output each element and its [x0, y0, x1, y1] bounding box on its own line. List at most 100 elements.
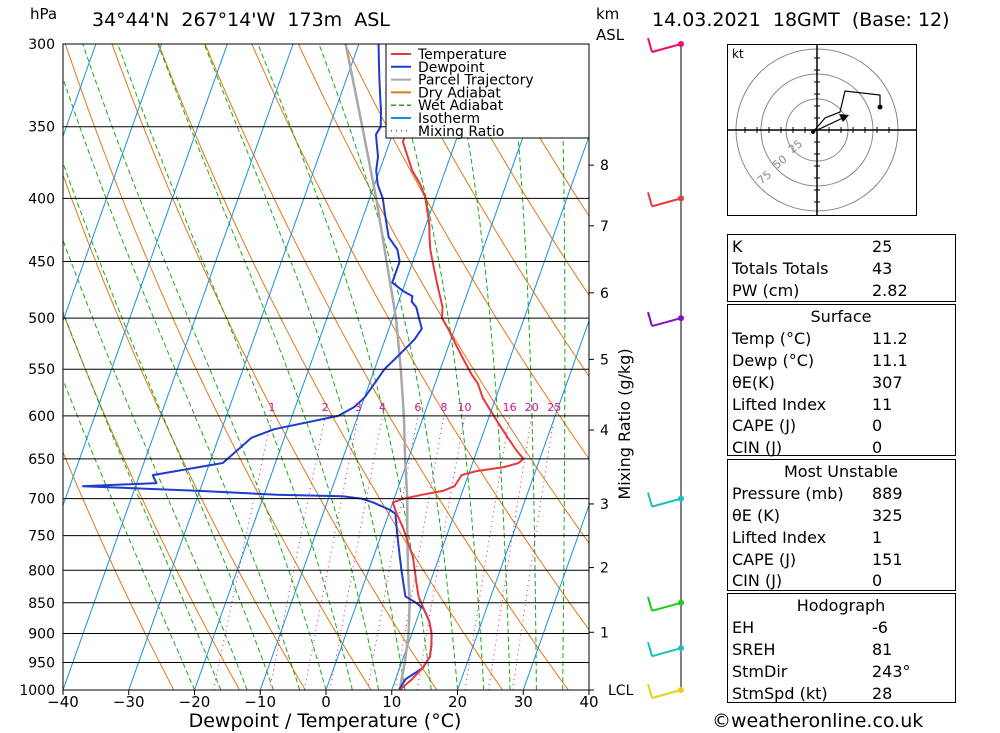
mu-row: Lifted Index 1 [732, 527, 883, 547]
parcel-trajectory-line [344, 44, 411, 690]
wind-barb-flag [647, 192, 653, 207]
x-tick-label: 30 [514, 693, 533, 711]
wet-adiabat-line [559, 44, 566, 690]
surface-row: Lifted Index 11 [732, 394, 893, 414]
wind-barb-column [647, 37, 684, 699]
wind-barb [651, 497, 682, 508]
wind-barb [651, 43, 682, 53]
legend-entry: Mixing Ratio [418, 124, 504, 140]
dry-adiabat-line [63, 173, 306, 690]
hodo-row: StmDir 243° [732, 661, 911, 681]
x-tick-label: 10 [382, 693, 401, 711]
wind-barb-flag [647, 641, 653, 657]
mixing-ratio-label: 10 [458, 401, 472, 414]
wind-barb [651, 317, 682, 328]
index-row-pw: PW (cm) 2.82 [732, 280, 908, 300]
hodo-row: EH -6 [732, 618, 888, 638]
datetime-title: 14.03.2021 18GMT (Base: 12) [652, 9, 950, 31]
isotherm-line [325, 44, 557, 690]
isotherm-line [128, 44, 360, 690]
storm-motion-vector [812, 115, 848, 133]
mu-row: CIN (J) 0 [732, 571, 883, 591]
dry-adiabat-line [63, 450, 175, 690]
pressure-tick-label: 800 [28, 563, 55, 579]
dry-adiabat-line [64, 44, 372, 690]
mixing-ratio-line [212, 415, 273, 690]
km-tick-label: 6 [600, 286, 609, 302]
wind-barb-flag [647, 596, 653, 612]
pressure-tick-label: 950 [28, 655, 55, 671]
km-tick-label: 1 [600, 625, 609, 641]
dry-adiabat-line [391, 44, 589, 378]
dry-adiabat-line [344, 44, 589, 460]
pressure-tick-label: 600 [28, 409, 55, 425]
mu-row: CAPE (J) 151 [732, 549, 903, 569]
mixing-ratio-line [303, 415, 359, 690]
mixing-ratio-label: 1 [269, 401, 276, 414]
mixing-ratio-label: 2 [322, 401, 329, 414]
pressure-tick-label: 900 [28, 626, 55, 642]
legend-box [385, 43, 590, 139]
x-tick-label: 40 [579, 693, 598, 711]
mu-row: Pressure (mb) 889 [732, 484, 903, 504]
wind-barb [651, 601, 682, 612]
pressure-unit-label: hPa [30, 5, 58, 23]
pressure-tick-label: 700 [28, 492, 55, 508]
wind-barb-flag [647, 37, 653, 53]
wet-adiabat-line [508, 44, 537, 690]
indices-top-box: K 25 Totals Totals 43 PW (cm) 2.82 [727, 234, 956, 302]
km-tick-label: 3 [600, 497, 609, 513]
surface-title: Surface [810, 307, 872, 327]
mixing-ratio-label: 8 [440, 401, 447, 414]
x-axis-title: Dewpoint / Temperature (°C) [189, 710, 462, 732]
legend-entry: Temperature [417, 47, 507, 63]
hodograph-unit: kt [732, 47, 744, 61]
legend-entry: Dewpoint [418, 60, 485, 76]
legend-entry: Wet Adiabat [418, 98, 504, 114]
mu-row: θE (K) 325 [732, 505, 903, 525]
mixing-ratio-line [488, 415, 533, 690]
asl-unit-label: ASL [596, 26, 625, 44]
most-unstable-title: Most Unstable [784, 462, 898, 482]
wet-adiabat-line [63, 77, 301, 690]
legend-entry: Dry Adiabat [418, 85, 501, 101]
dry-adiabat-line [297, 44, 589, 545]
hodograph-index-box: Hodograph EH -6 SREH 81 StmDir 243° StmSpd … [727, 593, 956, 703]
hodograph-trace [812, 90, 881, 133]
hodo-row: StmSpd (kt) 28 [732, 683, 893, 703]
isotherm-line [259, 44, 491, 690]
storm-motion-arrowhead [839, 114, 849, 122]
legend-entry: Parcel Trajectory [418, 73, 534, 89]
mixing-ratio-label: 6 [414, 401, 421, 414]
dewpoint-line [82, 44, 433, 690]
mixing-ratio-label: 20 [525, 401, 539, 414]
index-row-totals: Totals Totals 43 [732, 259, 893, 279]
pressure-tick-label: 1000 [19, 683, 55, 699]
temperature-line [391, 44, 525, 690]
surface-box: Surface Temp (°C) 11.2 Dewp (°C) 11.1 θE(K… [727, 304, 956, 458]
wet-adiabat-line [82, 44, 327, 690]
pressure-tick-label: 300 [28, 37, 55, 53]
x-tick-label: −10 [244, 693, 276, 711]
wind-barb [651, 197, 682, 208]
wet-adiabat-line [157, 44, 380, 690]
mixing-ratio-label: 16 [503, 401, 517, 414]
hodograph-index-title: Hodograph [796, 596, 886, 616]
surface-row: CIN (J) 0 [732, 438, 883, 458]
dry-adiabat-line [437, 44, 589, 297]
mixing-ratio-line [416, 415, 466, 690]
wind-barb-flag [647, 683, 653, 699]
km-tick-label: 2 [600, 561, 609, 577]
isotherm-line [0, 44, 30, 690]
legend-entry: Isotherm [418, 111, 480, 127]
y-axis-title: Mixing Ratio (g/kg) [615, 348, 634, 499]
km-tick-label: 7 [600, 219, 609, 235]
mixing-ratio-label: 4 [379, 401, 386, 414]
isotherm-line [63, 44, 294, 690]
isotherm-line [63, 44, 228, 507]
wet-adiabat-line [384, 44, 485, 690]
mixing-ratio-line [394, 415, 445, 690]
km-axis: 8 7 6 5 4 3 2 1 LCL [589, 158, 634, 699]
